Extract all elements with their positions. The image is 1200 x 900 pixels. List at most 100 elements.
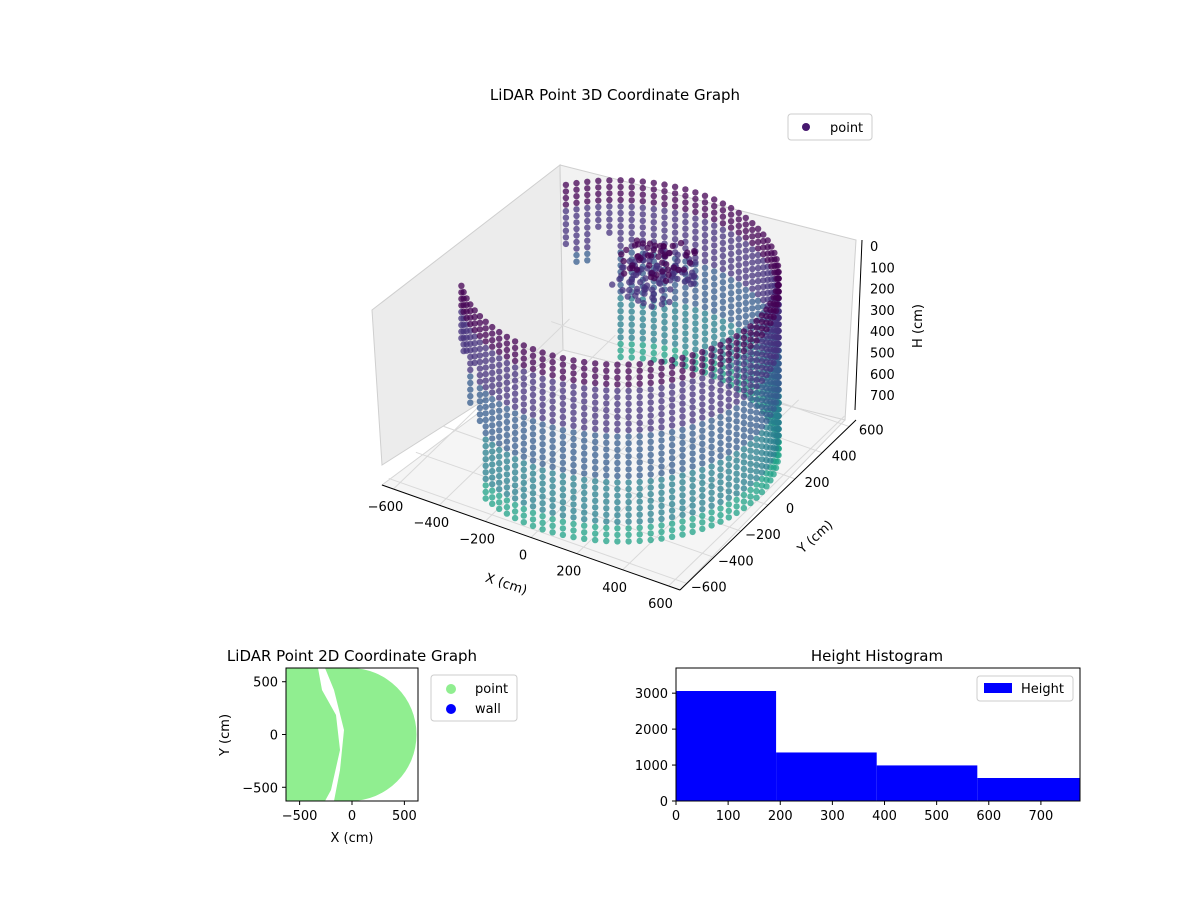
point-3d-marker bbox=[496, 466, 502, 472]
point-3d-marker bbox=[651, 247, 657, 253]
point-3d-marker bbox=[496, 480, 502, 486]
point-3d-marker bbox=[625, 525, 631, 531]
point-3d-marker bbox=[489, 363, 495, 369]
point-3d-marker bbox=[570, 462, 576, 468]
point-3d-marker bbox=[682, 330, 688, 336]
point-3d-marker bbox=[592, 439, 598, 445]
point-3d-marker bbox=[682, 232, 688, 238]
point-3d-marker bbox=[560, 466, 566, 472]
point-3d-marker bbox=[648, 537, 654, 543]
point-3d-marker bbox=[592, 478, 598, 484]
point-3d-marker bbox=[640, 211, 646, 217]
point-3d-marker bbox=[539, 493, 545, 499]
point-3d-marker bbox=[521, 414, 527, 420]
point-3d-marker bbox=[629, 178, 635, 184]
point-3d-marker bbox=[549, 490, 555, 496]
point-3d-marker bbox=[669, 442, 675, 448]
point-3d-marker bbox=[483, 325, 489, 331]
point-3d-marker bbox=[629, 348, 635, 354]
point-3d-marker bbox=[759, 469, 765, 475]
point-3d-marker bbox=[504, 373, 510, 379]
point-3d-marker bbox=[658, 535, 664, 541]
point-3d-marker bbox=[717, 486, 723, 492]
point-3d-marker bbox=[570, 482, 576, 488]
point-3d-marker bbox=[661, 234, 667, 240]
point-3d-marker bbox=[603, 518, 609, 524]
point-3d-marker bbox=[625, 492, 631, 498]
point-3d-marker bbox=[539, 461, 545, 467]
point-3d-marker bbox=[661, 352, 667, 358]
point-3d-marker bbox=[614, 525, 620, 531]
point-3d-marker bbox=[603, 525, 609, 531]
point-3d-marker bbox=[736, 223, 742, 229]
point-3d-marker bbox=[692, 202, 698, 208]
point-3d-marker bbox=[717, 518, 723, 524]
point-3d-marker bbox=[741, 440, 747, 446]
point-3d-marker bbox=[747, 441, 753, 447]
point-3d-marker bbox=[617, 190, 623, 196]
point-3d-marker bbox=[661, 325, 667, 331]
point-3d-marker bbox=[614, 506, 620, 512]
point-3d-marker bbox=[726, 429, 732, 435]
point-3d-marker bbox=[614, 538, 620, 544]
chart-2d: LiDAR Point 2D Coordinate Graph −500 0 500… bbox=[218, 647, 517, 846]
point-3d-marker bbox=[682, 206, 688, 212]
point-3d-marker bbox=[749, 259, 755, 265]
point-3d-marker bbox=[699, 421, 705, 427]
point-3d-marker bbox=[496, 375, 502, 381]
point-3d-marker bbox=[477, 372, 483, 378]
point-3d-marker bbox=[708, 496, 714, 502]
point-3d-marker bbox=[617, 197, 623, 203]
point-3d-marker bbox=[679, 525, 685, 531]
y-tick-label-3d: −600 bbox=[691, 580, 727, 595]
point-3d-marker bbox=[736, 295, 742, 301]
point-3d-marker bbox=[692, 314, 698, 320]
point-3d-marker bbox=[530, 444, 536, 450]
point-3d-marker bbox=[711, 268, 717, 274]
point-3d-marker bbox=[530, 457, 536, 463]
point-3d-marker bbox=[720, 279, 726, 285]
point-3d-marker bbox=[651, 324, 657, 330]
point-3d-marker bbox=[759, 391, 765, 397]
point-3d-marker bbox=[717, 420, 723, 426]
point-3d-marker bbox=[581, 444, 587, 450]
legend-3d-label: point bbox=[830, 121, 863, 136]
point-3d-marker bbox=[708, 476, 714, 482]
point-3d-marker bbox=[736, 288, 742, 294]
point-3d-marker bbox=[549, 457, 555, 463]
point-3d-marker bbox=[617, 334, 623, 340]
point-3d-marker bbox=[658, 431, 664, 437]
point-3d-marker bbox=[708, 437, 714, 443]
point-3d-marker bbox=[753, 383, 759, 389]
point-3d-marker bbox=[489, 416, 495, 422]
point-3d-marker bbox=[672, 223, 678, 229]
point-3d-marker bbox=[625, 505, 631, 511]
point-3d-marker bbox=[759, 410, 765, 416]
point-3d-marker bbox=[658, 463, 664, 469]
point-3d-marker bbox=[749, 266, 755, 272]
point-3d-marker bbox=[489, 344, 495, 350]
point-3d-marker bbox=[530, 470, 536, 476]
point-3d-marker bbox=[581, 424, 587, 430]
point-3d-marker bbox=[747, 408, 753, 414]
point-3d-marker bbox=[747, 362, 753, 368]
point-3d-marker bbox=[648, 458, 654, 464]
point-3d-marker bbox=[584, 198, 590, 204]
point-3d-marker bbox=[530, 431, 536, 437]
point-2d-marker bbox=[310, 721, 320, 731]
point-3d-marker bbox=[708, 404, 714, 410]
point-3d-marker bbox=[489, 337, 495, 343]
point-3d-marker bbox=[640, 336, 646, 342]
point-3d-marker bbox=[682, 193, 688, 199]
point-3d-marker bbox=[581, 464, 587, 470]
point-3d-marker bbox=[669, 377, 675, 383]
point-3d-marker bbox=[595, 191, 601, 197]
point-3d-marker bbox=[477, 352, 483, 358]
point-3d-marker bbox=[477, 313, 483, 319]
point-3d-marker bbox=[584, 211, 590, 217]
x-tick-label-3d: 600 bbox=[648, 597, 673, 612]
point-3d-marker bbox=[651, 186, 657, 192]
point-3d-marker bbox=[717, 499, 723, 505]
point-3d-marker bbox=[753, 455, 759, 461]
point-3d-marker bbox=[560, 434, 566, 440]
